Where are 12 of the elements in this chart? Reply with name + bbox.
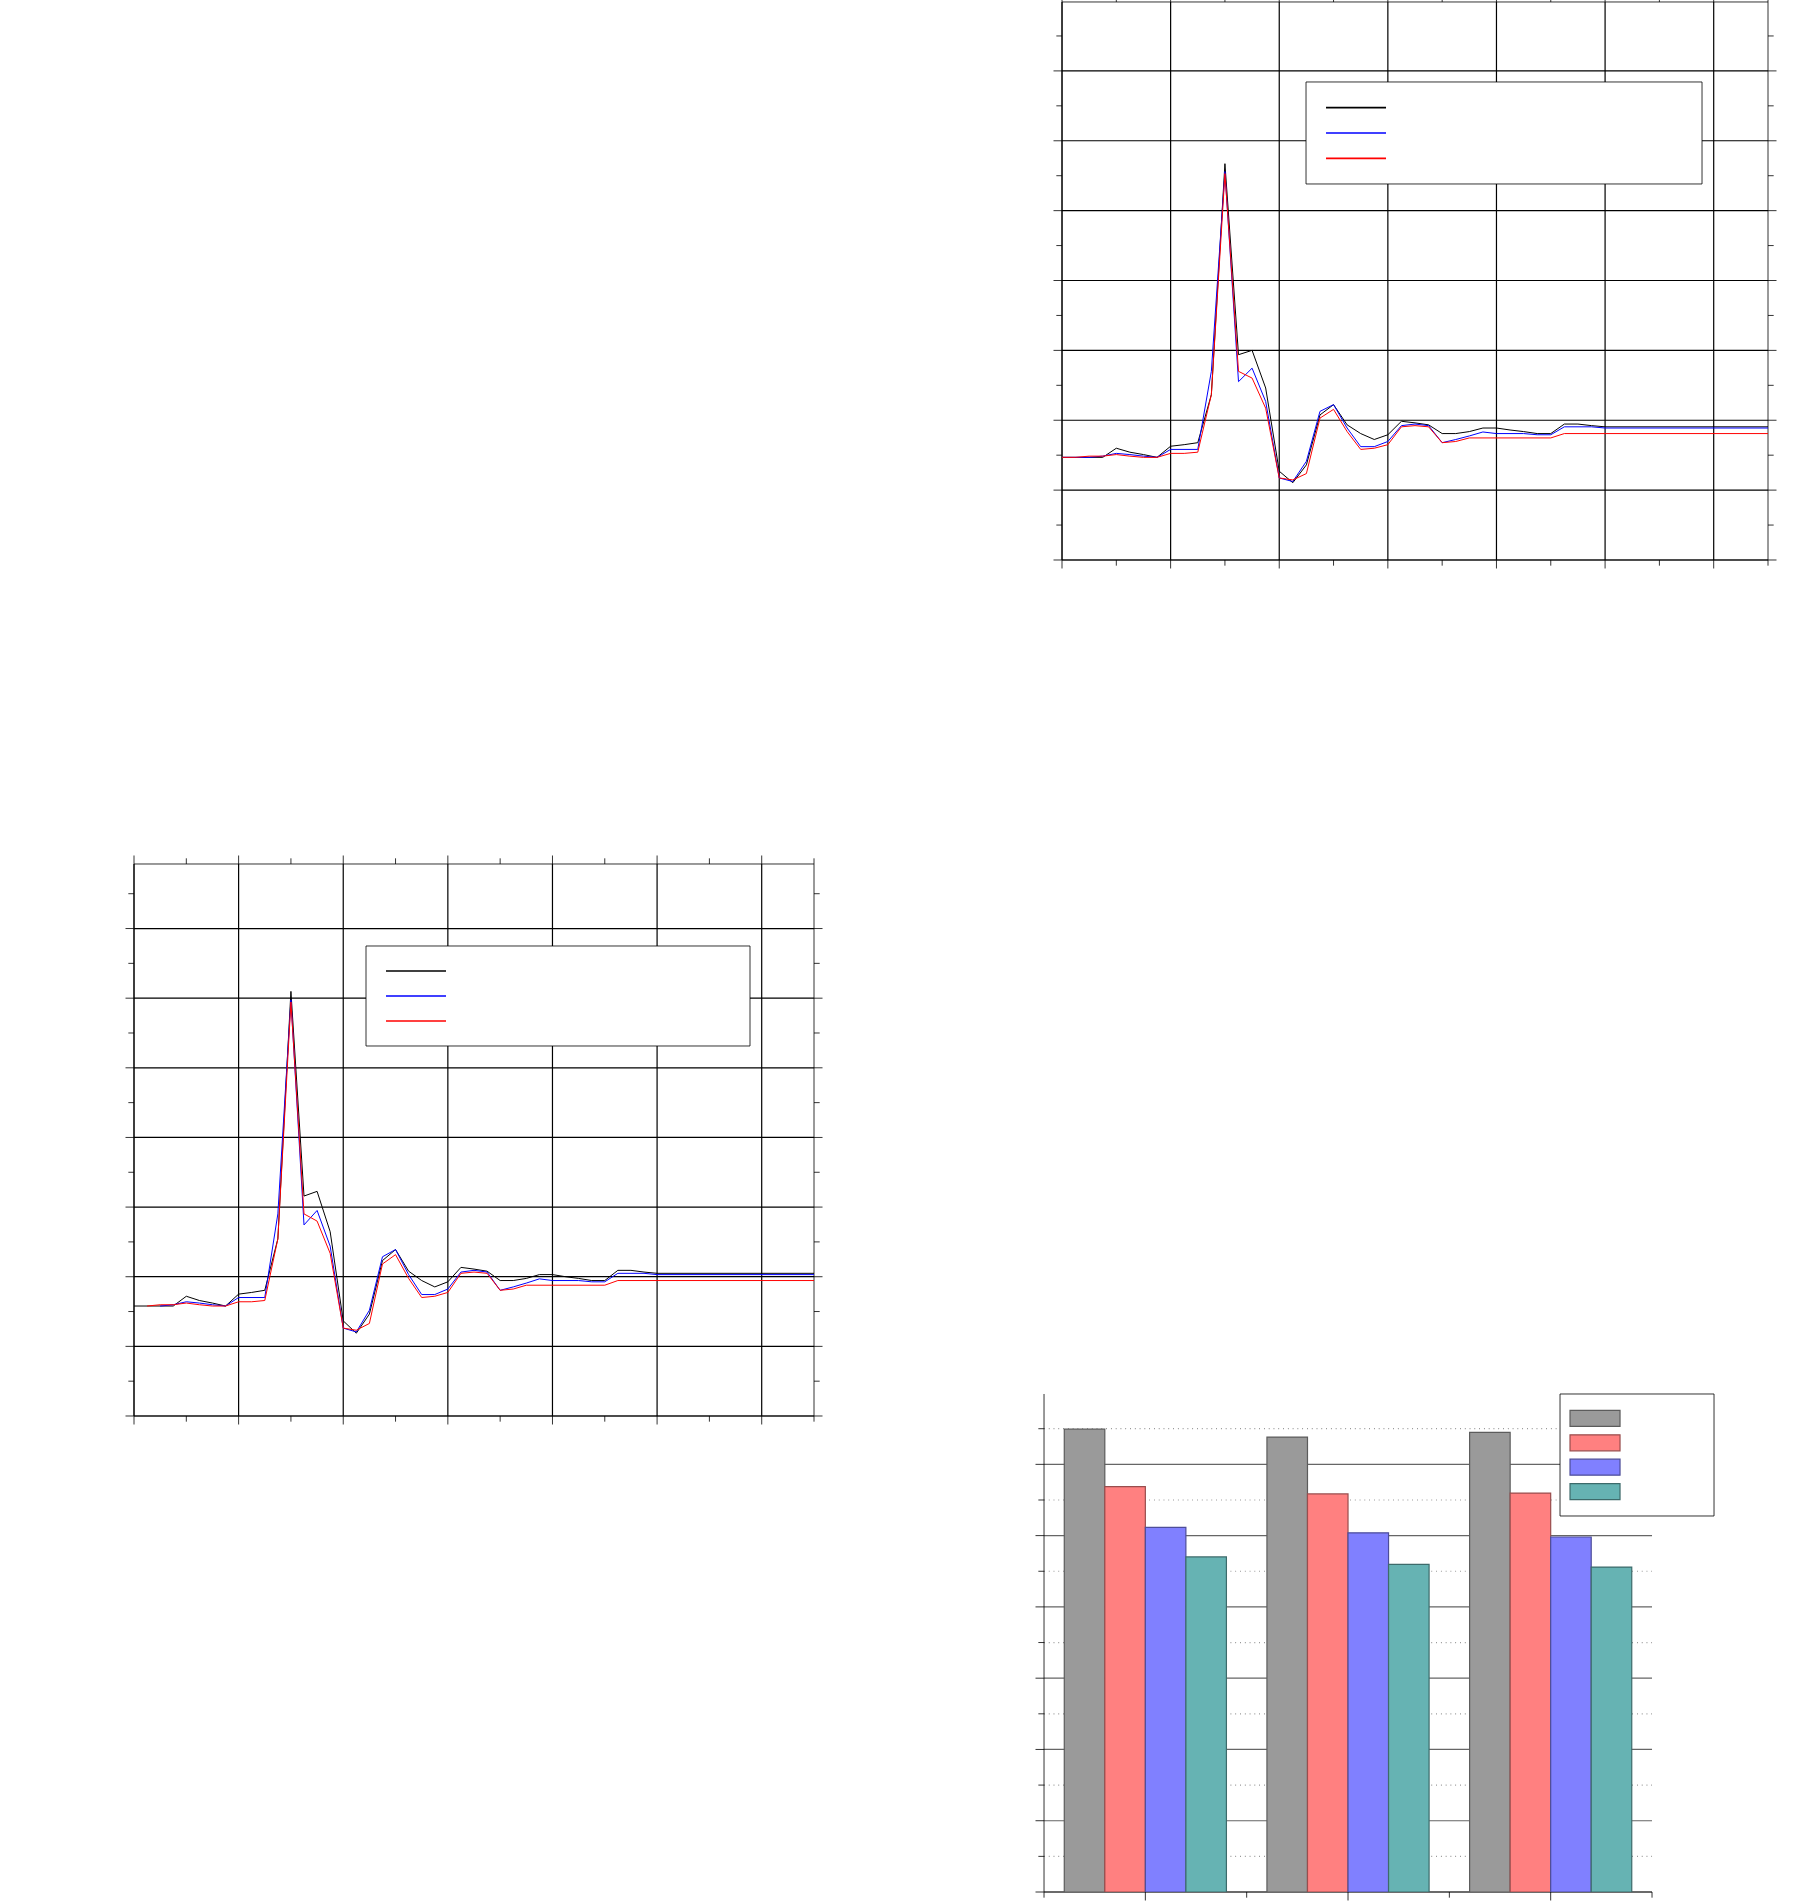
bar [1387, 1563, 1430, 1892]
bar [1509, 1492, 1552, 1892]
bar [1590, 1566, 1633, 1892]
bar [1550, 1536, 1592, 1892]
bar [1104, 1485, 1146, 1892]
bar [1306, 1493, 1349, 1892]
bar [1185, 1556, 1228, 1892]
bar [1469, 1431, 1511, 1892]
bar [1347, 1532, 1390, 1892]
bar [1063, 1428, 1106, 1892]
bar [1144, 1526, 1187, 1892]
bar [1266, 1436, 1309, 1892]
